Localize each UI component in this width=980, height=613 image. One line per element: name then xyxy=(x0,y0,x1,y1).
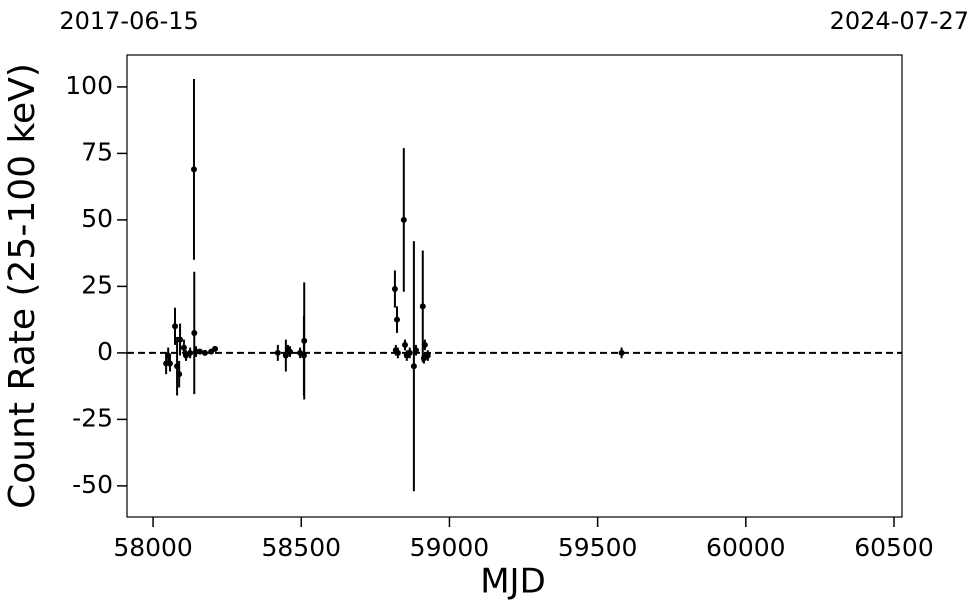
data-point xyxy=(618,349,625,356)
data-point xyxy=(166,360,173,367)
top-date-label: 2017-06-15 xyxy=(59,7,198,35)
data-point xyxy=(406,349,413,356)
data-point xyxy=(394,349,401,356)
data-point xyxy=(410,363,417,370)
data-point xyxy=(180,344,187,351)
data-point xyxy=(421,341,428,348)
y-tick-label: -25 xyxy=(72,403,113,432)
data-point xyxy=(400,216,407,223)
x-tick-label: 59000 xyxy=(410,533,490,562)
data-point xyxy=(196,348,203,355)
data-point xyxy=(212,345,219,352)
data-point xyxy=(412,347,419,354)
y-tick-label: 0 xyxy=(97,337,113,366)
data-point xyxy=(424,352,431,359)
y-axis-label: Count Rate (25-100 keV) xyxy=(2,63,43,509)
y-tick-label: -50 xyxy=(72,470,113,499)
data-point xyxy=(287,348,294,355)
x-tick-label: 60500 xyxy=(854,533,934,562)
y-tick-label: 75 xyxy=(81,137,113,166)
x-tick-label: 60000 xyxy=(706,533,786,562)
top-date-label: 2024-07-27 xyxy=(830,7,969,35)
y-tick-label: 100 xyxy=(65,71,113,100)
data-point xyxy=(419,303,426,310)
data-point xyxy=(176,371,183,378)
y-tick-label: 25 xyxy=(81,270,113,299)
data-point xyxy=(274,349,281,356)
data-point xyxy=(201,349,208,356)
x-tick-label: 58000 xyxy=(113,533,193,562)
y-tick-label: 50 xyxy=(81,204,113,233)
x-axis-label: MJD xyxy=(480,562,546,602)
data-point xyxy=(177,336,184,343)
plot-frame xyxy=(126,54,903,518)
data-point xyxy=(401,341,408,348)
data-point xyxy=(190,166,197,173)
x-tick-label: 58500 xyxy=(261,533,341,562)
data-point xyxy=(172,323,179,330)
x-tick-label: 59500 xyxy=(558,533,638,562)
data-point xyxy=(391,286,398,293)
data-point xyxy=(301,337,308,344)
data-point xyxy=(393,316,400,323)
data-point xyxy=(191,329,198,336)
data-point xyxy=(187,349,194,356)
